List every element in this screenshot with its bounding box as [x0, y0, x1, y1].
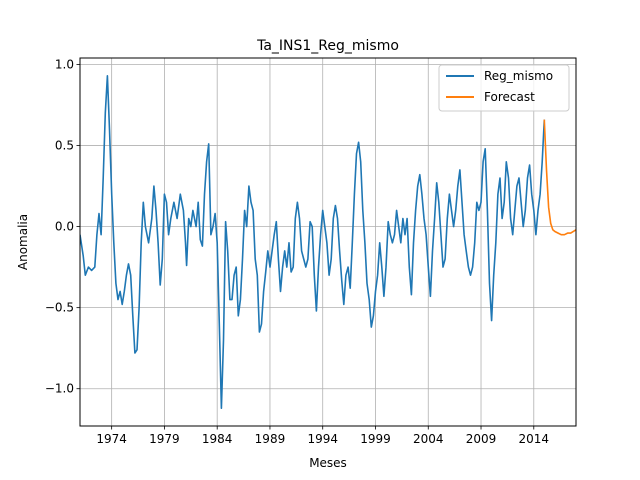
y-tick-label: 0.0: [55, 220, 74, 234]
y-tick-label: −0.5: [45, 301, 74, 315]
x-tick-label: 1984: [202, 432, 233, 446]
x-tick-label: 2014: [519, 432, 550, 446]
x-tick-label: 1989: [255, 432, 286, 446]
legend-label-forecast: Forecast: [484, 90, 535, 104]
x-tick-label: 1974: [96, 432, 127, 446]
y-tick-label: −1.0: [45, 382, 74, 396]
x-tick-label: 1999: [360, 432, 391, 446]
x-axis-label: Meses: [309, 456, 347, 470]
y-tick-label: 0.5: [55, 139, 74, 153]
series-line-reg-mismo: [80, 75, 546, 409]
plot-frame: [79, 57, 577, 427]
x-tick-label: 2004: [413, 432, 444, 446]
x-axis: 1974 1979 1984 1989 1994 1999 2004 2009 2014: [96, 426, 549, 446]
chart-title: Ta_INS1_Reg_mismo: [256, 38, 399, 54]
legend: Reg_mismo Forecast: [438, 64, 570, 112]
legend-label-reg-mismo: Reg_mismo: [484, 69, 553, 83]
series-line-forecast: [543, 119, 576, 236]
series-group: [80, 75, 576, 409]
y-tick-label: 1.0: [55, 57, 74, 71]
y-axis-label: Anomalia: [16, 214, 30, 270]
y-axis: −1.0 −0.5 0.0 0.5 1.0: [45, 57, 80, 396]
x-tick-label: 2009: [466, 432, 497, 446]
x-tick-label: 1994: [307, 432, 338, 446]
x-tick-label: 1979: [149, 432, 180, 446]
